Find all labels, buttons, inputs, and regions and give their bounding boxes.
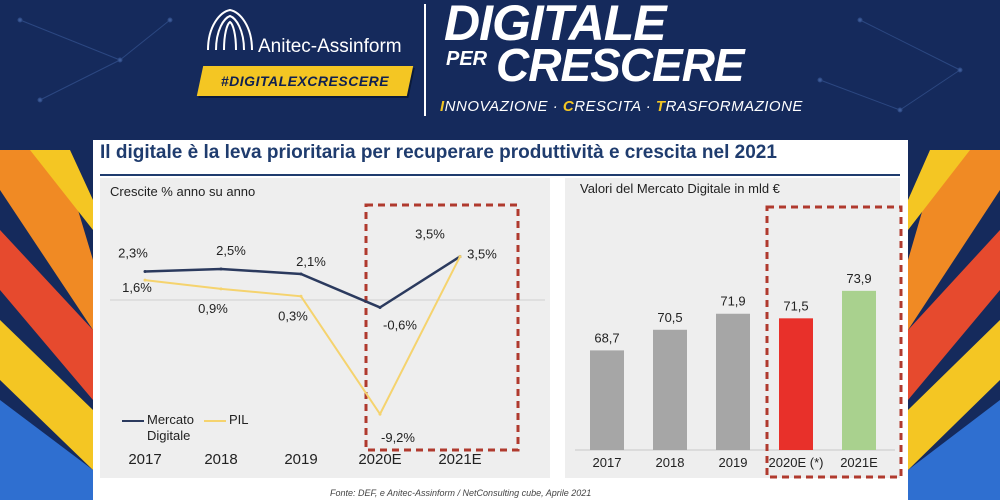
data-label-pil-2020E: -9,2% (381, 430, 415, 445)
data-label-pil-2021E: 3,5% (467, 247, 497, 262)
event-title-line1: DIGITALE (444, 0, 667, 51)
line-x-tick-2021E: 2021E (438, 451, 481, 468)
data-label-digitale-2019: 2,1% (296, 254, 326, 269)
header-banner: Anitec-Assinform #DIGITALEXCRESCERE DIGI… (0, 0, 1000, 140)
bar-2017 (590, 350, 624, 450)
line-series-pil (144, 256, 461, 417)
legend-swatch-digitale (122, 419, 144, 422)
bar-x-tick-2017: 2017 (593, 455, 622, 470)
line-x-tick-2020E: 2020E (358, 451, 401, 468)
bar-x-tick-2018: 2018 (656, 455, 685, 470)
bar-value-label-2019: 71,9 (720, 294, 745, 309)
event-title-line2: CRESCERE (496, 39, 745, 91)
line-point-pil-2018 (219, 287, 223, 291)
line-point-pil-2017 (143, 278, 147, 282)
data-label-pil-2017: 1,6% (122, 280, 152, 295)
legend-swatch-pil (204, 419, 226, 422)
data-label-pil-2019: 0,3% (278, 308, 308, 323)
bar-x-tick-2021E: 2021E (840, 455, 878, 470)
line-chart-highlight-box (364, 203, 520, 452)
legend-pil: PIL (204, 412, 249, 427)
bar-2021E (842, 290, 876, 450)
data-label-digitale-2018: 2,5% (216, 243, 246, 258)
line-point-pil-2021E (458, 255, 462, 259)
legend-label-pil: PIL (229, 412, 249, 427)
line-point-digitale-2019 (299, 272, 303, 276)
bar-x-tick-2020E (*): 2020E (*) (769, 455, 824, 470)
line-x-tick-2019: 2019 (284, 451, 317, 468)
header-divider (424, 4, 426, 116)
event-title-per: PER (446, 48, 488, 70)
data-label-digitale-2021E: 3,5% (415, 227, 445, 242)
bar-x-tick-2019: 2019 (719, 455, 748, 470)
bar-value-label-2017: 68,7 (594, 330, 619, 345)
bar-2020E (*) (779, 318, 813, 450)
legend-mercato-digitale: Mercato Digitale (122, 412, 227, 444)
line-point-digitale-2020E (378, 305, 382, 309)
right-stripes-decor (908, 150, 1000, 500)
event-subtitle: INNOVAZIONE · CRESCITA · TRASFORMAZIONE (440, 98, 803, 115)
legend-label-digitale: Mercato Digitale (147, 412, 194, 443)
bar-value-label-2018: 70,5 (657, 310, 682, 325)
source-note: Fonte: DEF, e Anitec-Assinform / NetCons… (330, 488, 592, 498)
line-point-pil-2020E (378, 412, 382, 416)
line-x-tick-2018: 2018 (204, 451, 237, 468)
data-label-digitale-2020E: -0,6% (383, 317, 417, 332)
data-label-digitale-2017: 2,3% (118, 245, 148, 260)
anitec-assinform-logo-icon (207, 8, 253, 51)
line-chart-panel (100, 178, 550, 478)
line-chart-title: Crescite % anno su anno (110, 184, 256, 199)
bar-2018 (653, 329, 687, 450)
line-x-tick-2017: 2017 (128, 451, 161, 468)
slide-title: Il digitale è la leva prioritaria per re… (100, 142, 777, 163)
data-label-pil-2018: 0,9% (198, 301, 228, 316)
bar-value-label-2021E: 73,9 (846, 271, 871, 286)
bar-chart-highlight-box (765, 205, 903, 479)
brand-name: Anitec-Assinform (258, 36, 402, 57)
left-stripes-decor (0, 150, 93, 500)
bar-chart-title: Valori del Mercato Digitale in mld € (580, 181, 780, 196)
line-point-digitale-2017 (143, 269, 147, 273)
line-point-pil-2019 (299, 294, 303, 298)
title-underline (100, 174, 900, 176)
line-point-digitale-2018 (219, 267, 223, 271)
bar-value-label-2020E (*): 71,5 (783, 298, 808, 313)
bar-2019 (716, 313, 750, 450)
